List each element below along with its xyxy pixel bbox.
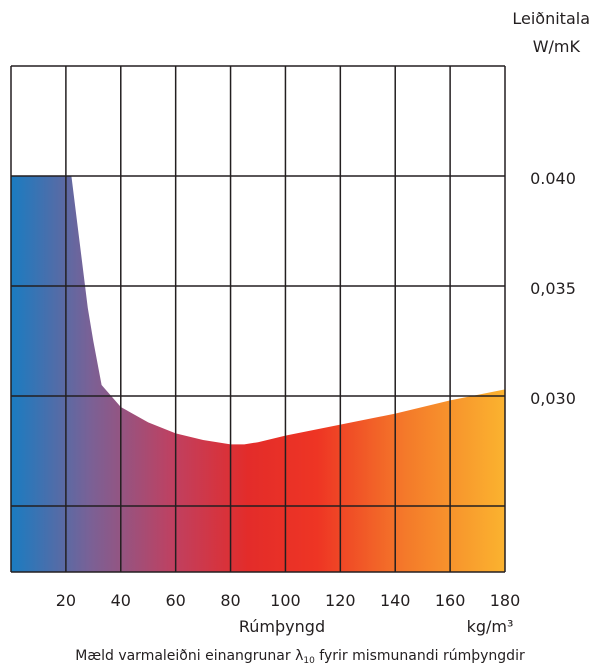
- x-axis-label: Rúmþyngd: [239, 617, 325, 636]
- y-tick-label: 0,030: [530, 389, 576, 408]
- x-tick-label: 100: [270, 591, 301, 610]
- x-tick-label: 160: [435, 591, 466, 610]
- x-tick-label: 180: [490, 591, 521, 610]
- y-tick-label: 0.040: [530, 169, 576, 188]
- y-axis-unit: W/mK: [533, 37, 581, 56]
- caption-text: Mæld varmaleiðni einangrunar λ: [75, 648, 303, 664]
- x-axis-unit: kg/m³: [467, 617, 514, 636]
- caption-subscript: 10: [303, 656, 315, 666]
- x-tick-labels: 20 40 60 80 100 120 140 160 180: [56, 591, 521, 610]
- caption-text-end: fyrir mismunandi rúmþyngdir: [315, 648, 525, 664]
- y-axis-label: Leiðnitala: [512, 9, 590, 28]
- x-tick-label: 140: [380, 591, 411, 610]
- grid: [10, 65, 506, 573]
- x-tick-label: 80: [220, 591, 240, 610]
- x-tick-label: 60: [165, 591, 185, 610]
- x-tick-label: 40: [111, 591, 131, 610]
- chart-caption: Mæld varmaleiðni einangrunar λ10 fyrir m…: [75, 648, 525, 666]
- series-area: [11, 176, 505, 572]
- y-tick-labels: 0.040 0,035 0,030: [530, 169, 576, 408]
- x-tick-label: 120: [325, 591, 356, 610]
- x-tick-label: 20: [56, 591, 76, 610]
- y-tick-label: 0,035: [530, 279, 576, 298]
